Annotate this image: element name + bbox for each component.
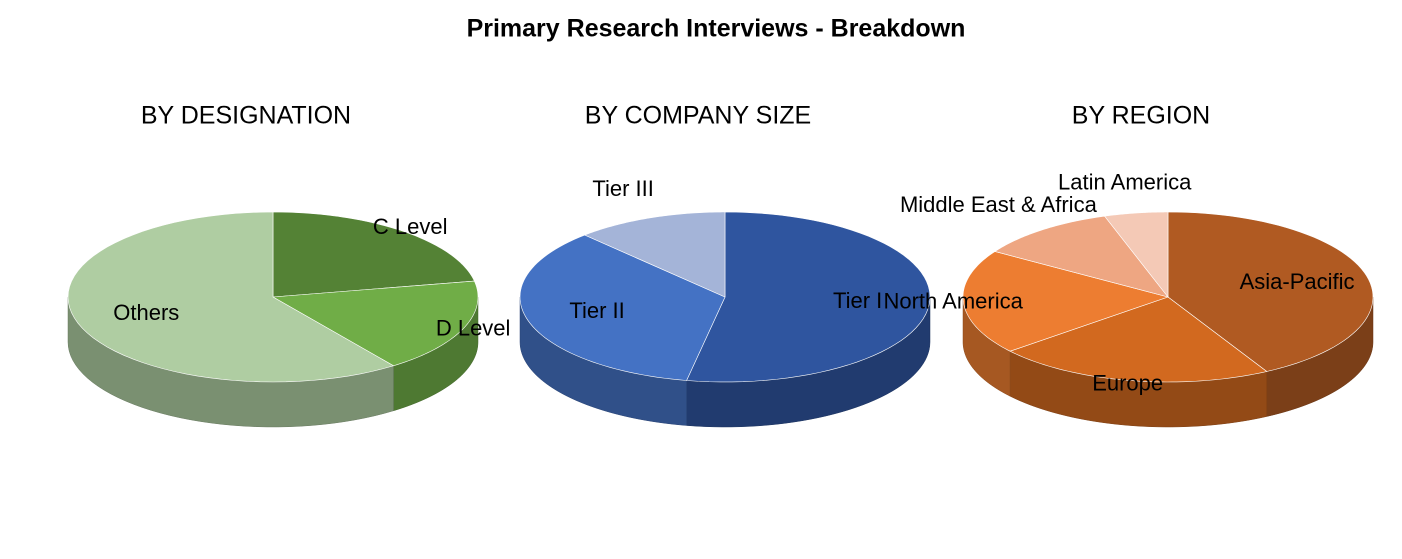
slice	[1167, 211, 1374, 372]
pie-title: BY DESIGNATION	[141, 102, 351, 130]
slice	[67, 211, 395, 383]
slice-label: Others	[113, 300, 179, 325]
slice	[272, 280, 479, 367]
slice-label: Tier II	[569, 298, 624, 323]
pie-title: BY REGION	[1072, 102, 1210, 130]
pie-title: BY COMPANY SIZE	[585, 102, 811, 130]
slice-label: North America	[883, 288, 1023, 313]
chart-title: Primary Research Interviews - Breakdown	[467, 15, 966, 43]
slice	[994, 215, 1169, 298]
slice-label: Latin America	[1058, 169, 1192, 194]
slice-label: Tier I	[833, 288, 882, 313]
slice	[1104, 211, 1169, 298]
slice	[583, 211, 726, 298]
slice-label: Tier III	[592, 176, 654, 201]
slice-label: C Level	[373, 214, 448, 239]
slice	[272, 211, 475, 298]
slice	[1009, 296, 1268, 383]
slice	[962, 251, 1170, 352]
slice	[519, 234, 726, 381]
slice-label: Europe	[1092, 370, 1163, 395]
slice-label: Middle East & Africa	[900, 192, 1098, 217]
slice-label: D Level	[436, 316, 511, 341]
slice	[686, 211, 931, 383]
slice-label: Asia-Pacific	[1240, 269, 1355, 294]
